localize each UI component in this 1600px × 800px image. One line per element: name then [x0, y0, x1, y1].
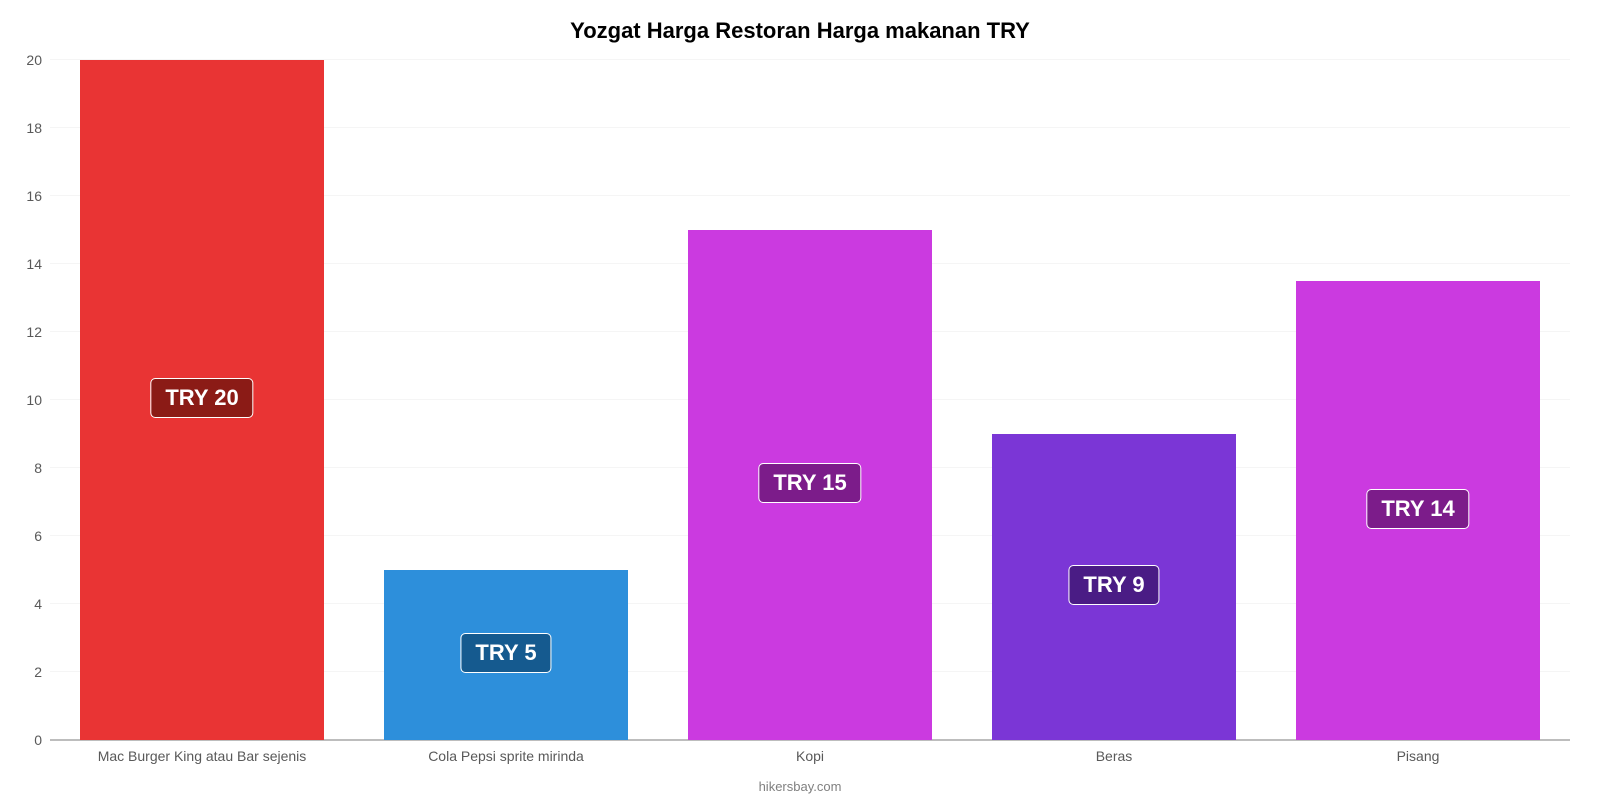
- y-tick-label: 2: [34, 664, 50, 680]
- x-tick-label: Pisang: [1397, 740, 1440, 764]
- y-tick-label: 12: [26, 324, 50, 340]
- x-tick-label: Kopi: [796, 740, 824, 764]
- x-tick-label: Mac Burger King atau Bar sejenis: [98, 740, 307, 764]
- y-tick-label: 4: [34, 596, 50, 612]
- bar-value-label: TRY 9: [1068, 565, 1159, 605]
- bar-value-label: TRY 5: [460, 633, 551, 673]
- bar-value-label: TRY 20: [150, 378, 253, 418]
- y-tick-label: 6: [34, 528, 50, 544]
- y-tick-label: 20: [26, 52, 50, 68]
- plot-area: 02468101214161820TRY 20Mac Burger King a…: [50, 60, 1570, 740]
- y-tick-label: 16: [26, 188, 50, 204]
- y-tick-label: 0: [34, 732, 50, 748]
- x-tick-label: Beras: [1096, 740, 1133, 764]
- y-tick-label: 18: [26, 120, 50, 136]
- y-tick-label: 8: [34, 460, 50, 476]
- chart-title: Yozgat Harga Restoran Harga makanan TRY: [0, 18, 1600, 44]
- bar-value-label: TRY 14: [1366, 489, 1469, 529]
- y-tick-label: 10: [26, 392, 50, 408]
- x-tick-label: Cola Pepsi sprite mirinda: [428, 740, 584, 764]
- credit-text: hikersbay.com: [0, 779, 1600, 794]
- y-tick-label: 14: [26, 256, 50, 272]
- chart-container: Yozgat Harga Restoran Harga makanan TRY …: [0, 0, 1600, 800]
- bar-value-label: TRY 15: [758, 463, 861, 503]
